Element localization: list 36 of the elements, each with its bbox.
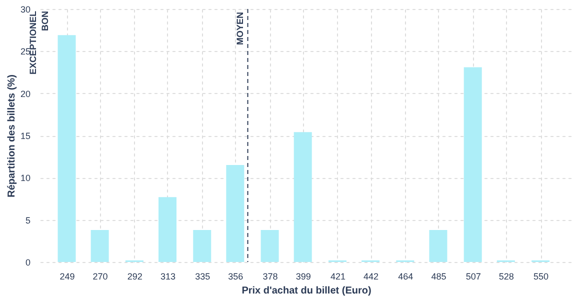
x-tick-label: 270 [92,272,108,282]
bar [58,35,76,262]
bar [90,230,109,262]
x-tick-label: 528 [498,272,514,282]
bar [158,197,176,262]
y-tick-label: 15 [20,131,30,141]
x-tick-label: 550 [534,272,549,282]
y-tick-label: 25 [20,46,30,57]
y-tick-label: 5 [25,215,30,226]
bar [226,165,244,262]
y-tick-label: 20 [20,88,30,99]
bar [429,230,448,262]
x-tick-label: 335 [195,272,210,282]
bar [260,230,279,262]
annotation: BON [40,11,50,31]
ref-line-label: MOYEN [234,12,245,46]
x-tick-label: 399 [296,272,311,282]
y-axis-title: Répartition des billets (%) [6,74,18,198]
x-tick-label: 464 [398,272,414,282]
y-tick-label: 30 [20,4,30,14]
bar [294,132,312,262]
y-tick-label: 0 [25,258,30,268]
bar [464,67,482,262]
text: EXCEPTIONEL [28,10,38,75]
x-tick-label: 249 [60,272,75,282]
bar [193,230,212,262]
x-tick-label: 356 [228,272,244,282]
y-tick-label: 10 [20,173,30,184]
x-tick-label: 292 [127,272,142,282]
x-tick-label: 507 [466,272,481,282]
x-tick-label: 485 [431,272,446,282]
x-tick-label: 313 [160,272,176,282]
x-tick-label: 442 [364,272,379,282]
x-tick-label: 421 [330,272,346,282]
x-axis-title: Prix d'achat du billet (Euro) [242,286,372,296]
x-tick-label: 378 [262,272,278,282]
